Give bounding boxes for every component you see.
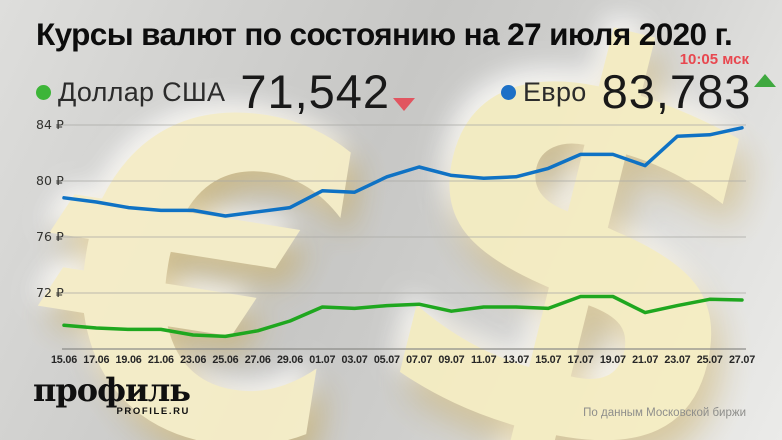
- timestamp: 10:05 мск: [679, 51, 749, 68]
- x-axis-label: 01.07: [309, 354, 336, 366]
- y-axis-label: 80 ₽: [36, 173, 64, 188]
- x-axis-label: 27.07: [728, 354, 756, 366]
- x-axis-label: 21.07: [632, 354, 659, 366]
- x-axis-label: 21.06: [147, 354, 174, 366]
- series-line-usd: [62, 294, 744, 339]
- usd-label: Доллар США: [58, 76, 226, 107]
- x-axis-label: 17.07: [567, 354, 594, 366]
- y-axis-label: 76 ₽: [36, 229, 64, 244]
- eur-label: Евро: [523, 76, 587, 107]
- x-axis-label: 17.06: [83, 354, 110, 366]
- x-axis-label: 23.07: [664, 354, 691, 366]
- series-line-eur: [62, 126, 744, 218]
- page-title: Курсы валют по состоянию на 27 июля 2020…: [36, 16, 733, 52]
- usd-value: 71,542: [240, 64, 391, 118]
- eur-indicator: Евро 83,783: [501, 64, 777, 118]
- y-axis-label: 84 ₽: [36, 117, 64, 132]
- trend-up-icon: [754, 74, 777, 87]
- eur-legend-dot-icon: [501, 84, 516, 100]
- x-axis-label: 15.06: [50, 354, 78, 366]
- x-axis-label: 23.06: [180, 354, 207, 366]
- usd-legend-dot-icon: [36, 84, 51, 100]
- eur-value: 83,783: [601, 64, 752, 118]
- x-axis-label: 09.07: [438, 354, 465, 366]
- trend-down-icon: [393, 98, 416, 111]
- logo-wordmark: профиль: [33, 370, 191, 409]
- y-axis-label: 72 ₽: [36, 285, 64, 300]
- x-axis-label: 11.07: [470, 354, 497, 366]
- x-axis-label: 19.07: [599, 354, 626, 366]
- profile-logo: профиль PROFILE.RU: [33, 370, 191, 417]
- x-axis-label: 25.06: [212, 354, 239, 366]
- x-axis-label: 15.07: [535, 354, 562, 366]
- logo-domain: PROFILE.RU: [116, 406, 191, 417]
- x-axis-label: 27.06: [244, 354, 271, 366]
- x-axis-label: 19.06: [115, 354, 142, 366]
- x-axis-label: 13.07: [502, 354, 530, 366]
- x-axis-label: 03.07: [341, 354, 368, 366]
- x-axis-label: 05.07: [373, 354, 400, 366]
- usd-indicator: Доллар США 71,542: [36, 64, 416, 118]
- x-axis-label: 07.07: [406, 354, 433, 366]
- x-axis-label: 25.07: [696, 354, 723, 366]
- x-axis-label: 29.06: [276, 354, 304, 366]
- data-source-note: По данным Московской биржи: [583, 407, 746, 419]
